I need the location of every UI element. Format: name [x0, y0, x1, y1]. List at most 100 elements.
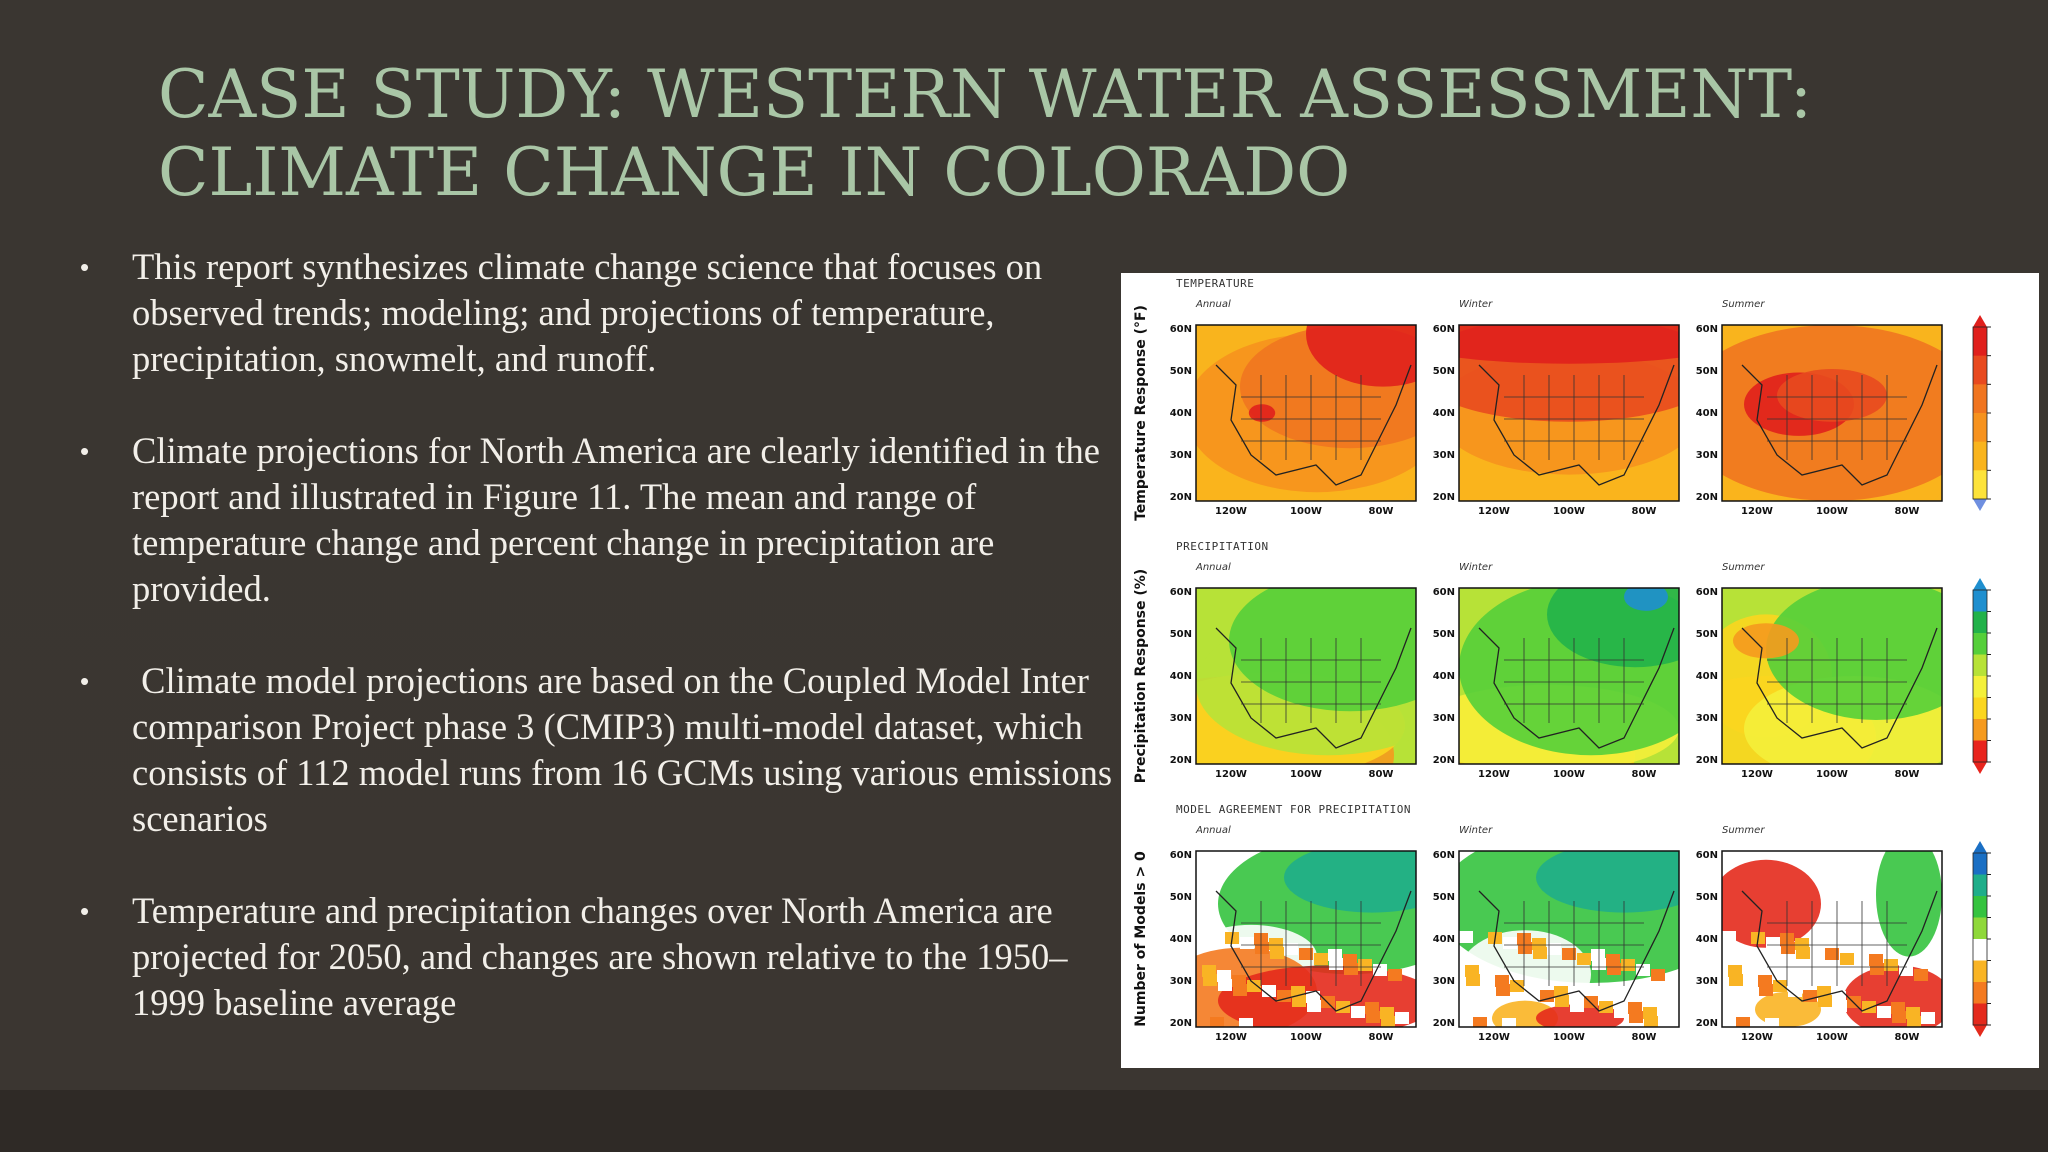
- color-bar-segment: [1973, 939, 1987, 961]
- map-grid-cell: [1351, 1006, 1365, 1018]
- map-grid-cell: [1877, 1006, 1891, 1018]
- map-color-region: [1876, 851, 1942, 957]
- longitude-tick-label: 80W: [1632, 1032, 1657, 1043]
- map-grid-cell: [1459, 931, 1473, 943]
- latitude-tick-label: 50N: [1170, 629, 1192, 640]
- row-y-axis-title: Number of Models > 0: [1133, 851, 1149, 1027]
- map-grid-cell: [1343, 954, 1357, 966]
- map-grid-cell: [1232, 975, 1246, 987]
- map-panel: Summer 60N 50N 40N 30N 20N 120W 100W 80W: [1696, 825, 1943, 1043]
- latitude-tick-label: 20N: [1170, 1018, 1192, 1029]
- bullet-item: • Climate model projections are based on…: [80, 658, 1120, 842]
- map-grid-cell: [1465, 965, 1479, 977]
- map-grid-cell: [1651, 969, 1665, 981]
- latitude-tick-label: 30N: [1696, 713, 1718, 724]
- latitude-tick-label: 60N: [1433, 324, 1455, 335]
- longitude-tick-label: 80W: [1632, 769, 1657, 780]
- map-grid-cell: [1722, 931, 1736, 943]
- map-frame: [1195, 587, 1417, 765]
- map-field: [1722, 588, 1942, 764]
- latitude-tick-label: 50N: [1433, 366, 1455, 377]
- map-grid-cell: [1365, 1002, 1379, 1014]
- latitude-tick-label: 40N: [1433, 934, 1455, 945]
- map-grid-cell: [1495, 975, 1509, 987]
- latitude-tick-label: 30N: [1170, 450, 1192, 461]
- map-grid-cell: [1599, 1001, 1613, 1013]
- color-bar-bottom-arrow: [1973, 499, 1987, 511]
- map-grid-cell: [1810, 943, 1824, 955]
- map-grid-cell: [1891, 1002, 1905, 1014]
- panel-season-label: Summer: [1722, 562, 1765, 573]
- map-grid-cell: [1336, 1001, 1350, 1013]
- longitude-tick-label: 100W: [1290, 769, 1322, 780]
- longitude-tick-label: 100W: [1553, 769, 1585, 780]
- map-field: [1459, 851, 1679, 1027]
- latitude-tick-label: 20N: [1433, 755, 1455, 766]
- color-bar-segment: [1973, 384, 1987, 414]
- longitude-tick-label: 120W: [1478, 1032, 1510, 1043]
- map-grid-cell: [1269, 938, 1283, 950]
- latitude-tick-label: 50N: [1696, 366, 1718, 377]
- map-color-region: [1722, 859, 1821, 948]
- map-grid-cell: [1510, 980, 1524, 992]
- map-grid-cell: [1825, 948, 1839, 960]
- color-bar-segment: [1973, 960, 1987, 983]
- map-grid-cell: [1240, 937, 1254, 949]
- row-y-axis-title: Precipitation Response (%): [1133, 569, 1149, 783]
- map-grid-cell: [1914, 969, 1928, 981]
- map-panel: Summer 60N 50N 40N 30N 20N 120W 100W 80W: [1696, 299, 1943, 517]
- section-label: MODEL AGREEMENT FOR PRECIPITATION: [1176, 803, 1411, 816]
- map-panel: Winter 60N 50N 40N 30N 20N 120W 100W 80W: [1433, 562, 1680, 780]
- longitude-tick-label: 120W: [1741, 769, 1773, 780]
- longitude-tick-label: 80W: [1895, 769, 1920, 780]
- color-bar-segment: [1973, 896, 1987, 918]
- map-grid-cell: [1284, 943, 1298, 955]
- map-grid-cell: [1765, 1018, 1779, 1027]
- map-frame: [1458, 587, 1680, 765]
- map-field: [1722, 325, 1942, 501]
- color-bar-segment: [1973, 611, 1987, 634]
- coastline: [1215, 364, 1412, 486]
- climate-projection-figure: TEMPERATURE Temperature Response (°F) Annu…: [1121, 273, 2039, 1068]
- color-bar: [1972, 841, 1991, 1037]
- map-grid-cell: [1621, 959, 1635, 971]
- map-field: [1196, 851, 1416, 1027]
- map-grid-cell: [1381, 1016, 1395, 1027]
- map-frame: [1721, 587, 1943, 765]
- map-grid-cell: [1658, 1012, 1672, 1024]
- map-grid-cell: [1503, 937, 1517, 949]
- longitude-tick-label: 100W: [1553, 506, 1585, 517]
- coastline: [1215, 627, 1412, 749]
- map-color-region: [1766, 588, 1942, 720]
- map-grid-cell: [1547, 943, 1561, 955]
- bullet-item: • This report synthesizes climate change …: [80, 244, 1120, 382]
- latitude-tick-label: 60N: [1170, 850, 1192, 861]
- map-frame: [1458, 850, 1680, 1028]
- longitude-tick-label: 100W: [1553, 1032, 1585, 1043]
- color-bar-segment: [1973, 719, 1987, 741]
- map-color-region: [1248, 404, 1276, 422]
- color-bar-top-arrow: [1973, 315, 1987, 327]
- panel-season-label: Winter: [1459, 825, 1493, 836]
- latitude-tick-label: 30N: [1170, 976, 1192, 987]
- bullet-text: Climate model projections are based on t…: [132, 660, 1122, 839]
- longitude-tick-label: 120W: [1215, 1032, 1247, 1043]
- map-grid-cell: [1196, 931, 1210, 943]
- map-grid-cell: [1569, 991, 1583, 1003]
- map-panel: Annual 60N 50N 40N 30N 20N 120W 100W 80W: [1170, 299, 1417, 517]
- latitude-tick-label: 60N: [1696, 324, 1718, 335]
- map-grid-cell: [1217, 970, 1231, 982]
- map-field: [1196, 325, 1416, 501]
- panel-season-label: Annual: [1195, 825, 1231, 836]
- color-bar-segment: [1973, 676, 1987, 698]
- panel-season-label: Annual: [1195, 299, 1231, 310]
- map-grid-cell: [1832, 991, 1846, 1003]
- latitude-tick-label: 60N: [1170, 324, 1192, 335]
- map-panel: Annual 60N 50N 40N 30N 20N 120W 100W 80W: [1170, 562, 1417, 780]
- map-grid-cell: [1380, 1007, 1394, 1019]
- map-grid-cell: [1473, 1017, 1487, 1027]
- map-grid-cell: [1247, 980, 1261, 992]
- latitude-tick-label: 60N: [1170, 587, 1192, 598]
- map-grid-cell: [1388, 969, 1402, 981]
- latitude-tick-label: 20N: [1170, 492, 1192, 503]
